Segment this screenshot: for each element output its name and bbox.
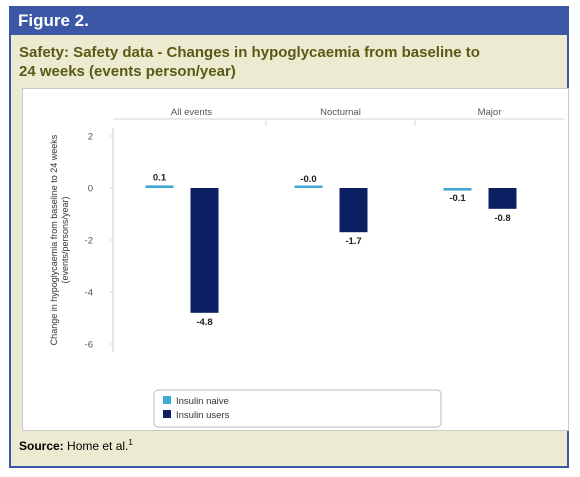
source-label: Source: <box>19 439 64 453</box>
data-label: -0.1 <box>449 193 466 204</box>
bar-insulin-users <box>190 188 219 313</box>
source-text: Home et al. <box>63 439 129 453</box>
source-note: Source: Home et al.1 <box>19 438 133 453</box>
data-label: -1.7 <box>345 236 361 247</box>
bar-insulin-users <box>488 188 517 209</box>
bar-chart: All events Nocturnal Major 2 0 -2 -4 -6 Change i… <box>49 107 564 428</box>
y-axis-title-line-2: (events/persons/year) <box>60 196 70 283</box>
legend-label: Insulin naive <box>176 396 229 407</box>
bar-insulin-naive <box>145 185 174 188</box>
data-label: -0.8 <box>494 213 510 224</box>
legend-label: Insulin users <box>176 410 230 421</box>
figure-label: Figure 2. <box>18 11 89 30</box>
bar-insulin-naive <box>294 185 323 188</box>
y-tick-label: 2 <box>88 132 93 143</box>
data-label: 0.1 <box>153 172 167 183</box>
figure-frame: Figure 2. Safety: Safety data - Changes … <box>9 6 569 468</box>
y-axis-title-line-1: Change in hypoglycaemia from baseline to… <box>49 134 59 345</box>
source-superscript: 1 <box>128 438 133 447</box>
category-label: All events <box>171 107 212 118</box>
y-tick-label: -4 <box>85 288 93 299</box>
chart-title: Safety: Safety data - Changes in hypogly… <box>19 43 559 81</box>
bar-insulin-naive <box>443 188 472 191</box>
category-label: Major <box>478 107 502 118</box>
plot-panel: All events Nocturnal Major 2 0 -2 -4 -6 Change i… <box>22 88 569 431</box>
data-label: -4.8 <box>196 317 212 328</box>
data-label: -0.0 <box>300 174 316 185</box>
chart-title-line-2: 24 weeks (events person/year) <box>19 63 236 80</box>
legend-swatch <box>163 410 171 418</box>
figure-header-bar: Figure 2. <box>11 8 567 35</box>
y-tick-label: 0 <box>88 184 93 195</box>
y-tick-label: -6 <box>85 340 93 351</box>
category-label: Nocturnal <box>320 107 361 118</box>
legend-box <box>153 389 442 428</box>
chart-title-line-1: Safety: Safety data - Changes in hypogly… <box>19 44 480 61</box>
legend-swatch <box>163 396 171 404</box>
bar-insulin-users <box>339 188 368 233</box>
y-tick-label: -2 <box>85 236 93 247</box>
